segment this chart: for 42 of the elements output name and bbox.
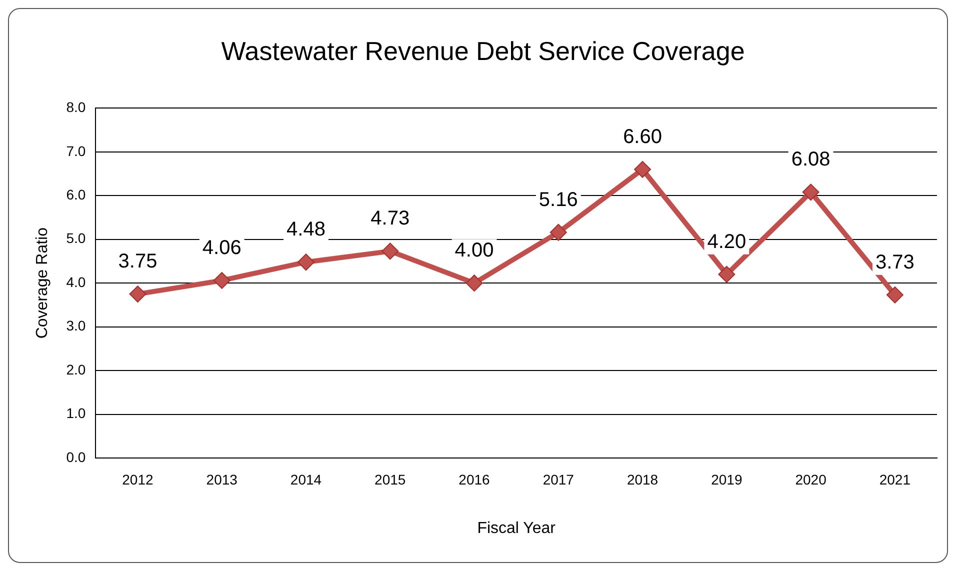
point bbox=[466, 274, 483, 292]
point bbox=[297, 254, 314, 271]
x-tick-label: 2013 bbox=[206, 471, 238, 488]
data-label: 4.73 bbox=[370, 208, 410, 230]
data-label: 5.16 bbox=[538, 188, 578, 211]
x-tick-label: 2015 bbox=[374, 471, 406, 488]
x-tick-label: 2018 bbox=[626, 471, 658, 488]
x-tick-label: 2016 bbox=[458, 471, 490, 488]
x-tick-label: 2017 bbox=[542, 471, 574, 488]
point bbox=[634, 160, 652, 178]
x-tick-label: 2014 bbox=[290, 471, 322, 488]
y-axis-title: Coverage Ratio bbox=[34, 227, 52, 339]
y-tick-label: 6.0 bbox=[66, 186, 86, 203]
data-label: 4.06 bbox=[202, 236, 242, 259]
point bbox=[802, 184, 820, 201]
point bbox=[129, 286, 146, 303]
y-tick-label: 7.0 bbox=[66, 142, 86, 159]
x-tick-label: 2021 bbox=[879, 471, 911, 488]
x-axis-title: Fiscal Year bbox=[477, 520, 556, 537]
y-tick-label: 0.0 bbox=[66, 448, 86, 465]
y-tick-label: 8.0 bbox=[66, 99, 86, 116]
y-tick-label: 3.0 bbox=[66, 318, 86, 334]
point bbox=[213, 272, 230, 289]
point bbox=[886, 286, 904, 304]
data-label: 4.20 bbox=[707, 230, 746, 253]
data-label: 4.48 bbox=[286, 218, 326, 241]
x-tick-label: 2012 bbox=[122, 471, 154, 488]
data-label: 4.00 bbox=[454, 240, 494, 262]
point bbox=[382, 242, 399, 260]
data-label: 6.60 bbox=[623, 126, 662, 148]
point bbox=[718, 266, 736, 283]
data-label: 3.75 bbox=[118, 250, 158, 273]
chart-title: Wastewater Revenue Debt Service Coverage bbox=[221, 36, 745, 66]
data-label: 3.73 bbox=[875, 251, 914, 274]
x-tick-label: 2019 bbox=[711, 471, 742, 488]
y-tick-label: 1.0 bbox=[66, 405, 86, 422]
x-tick-label: 2020 bbox=[795, 471, 827, 488]
point bbox=[550, 224, 567, 241]
y-tick-label: 4.0 bbox=[66, 274, 86, 290]
y-tick-label: 2.0 bbox=[66, 361, 86, 378]
y-tick-label: 5.0 bbox=[66, 230, 86, 246]
data-label: 6.08 bbox=[791, 148, 830, 171]
